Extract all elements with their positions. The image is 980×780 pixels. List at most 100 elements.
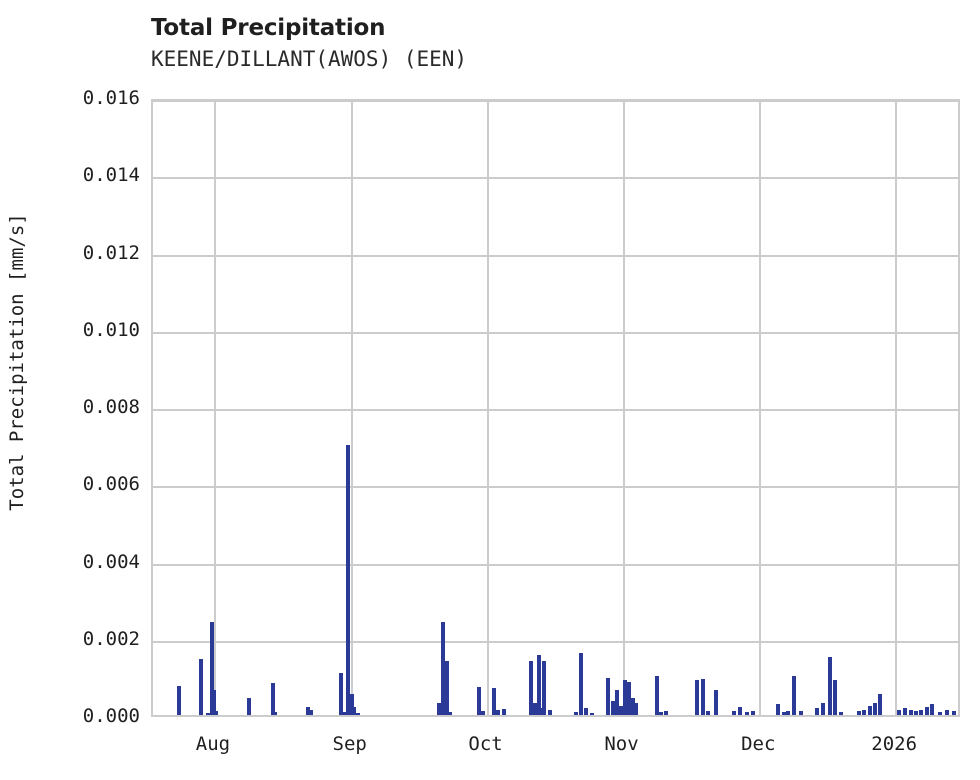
bar [827, 657, 832, 715]
bar [547, 710, 552, 715]
bar [436, 703, 441, 715]
bar [579, 653, 584, 715]
bar [786, 711, 791, 715]
bar [496, 710, 501, 715]
bar [441, 622, 445, 715]
gridline-horizontal [153, 563, 958, 566]
bar [732, 711, 737, 715]
bar [798, 711, 803, 715]
bar [618, 705, 623, 715]
x-tick-label: Dec [741, 733, 776, 755]
bar [539, 708, 544, 715]
x-tick-label: Oct [468, 733, 503, 755]
bar [346, 444, 351, 715]
bar [908, 710, 913, 715]
bar [877, 693, 882, 715]
gridline-vertical [759, 101, 762, 715]
bar [271, 682, 276, 715]
chart-subtitle: KEENE/DILLANT(AWOS) (EEN) [151, 47, 468, 71]
x-tick-label: 2026 [871, 733, 918, 755]
bar [481, 711, 486, 715]
gridline-vertical [486, 101, 489, 715]
bar [352, 706, 356, 715]
bar [914, 711, 919, 715]
bar [833, 680, 838, 715]
bar [945, 710, 949, 715]
y-tick-label: 0.000 [82, 705, 140, 727]
bar [745, 711, 750, 715]
bar [792, 676, 797, 715]
gridline-vertical [895, 101, 898, 715]
plot-area [151, 99, 960, 717]
bar [659, 711, 664, 715]
bar [272, 712, 277, 715]
bar [839, 711, 844, 715]
bar [177, 685, 182, 715]
bar [623, 680, 628, 715]
gridline-vertical [213, 101, 216, 715]
bar [706, 711, 711, 715]
bar [627, 681, 632, 715]
y-tick-label: 0.010 [82, 318, 140, 341]
bar [821, 703, 826, 715]
bar [542, 660, 547, 715]
bar [584, 708, 589, 715]
bar [614, 689, 619, 715]
bar [610, 701, 615, 715]
gridline-horizontal [153, 177, 958, 180]
bar [631, 697, 636, 715]
bar [664, 711, 669, 715]
bar [589, 713, 594, 715]
bar [634, 703, 639, 715]
gridline-horizontal [153, 409, 958, 411]
y-tick-label: 0.014 [82, 164, 140, 187]
x-tick-label: Sep [332, 733, 367, 755]
gridline-horizontal [153, 101, 958, 102]
bar [654, 676, 659, 715]
y-tick-label: 0.016 [82, 87, 140, 109]
x-tick-label: Nov [604, 733, 639, 755]
bar [919, 709, 924, 715]
gridline-horizontal [153, 254, 958, 257]
bar [868, 705, 873, 715]
bar [814, 708, 819, 715]
bar [309, 709, 314, 715]
bar [342, 711, 347, 715]
bar [246, 698, 251, 715]
bar [695, 680, 700, 715]
bar [501, 709, 506, 715]
bar [214, 711, 219, 715]
y-tick-label: 0.008 [82, 396, 140, 418]
bar [862, 710, 867, 715]
gridline-vertical [350, 101, 353, 715]
gridline-horizontal [153, 640, 958, 643]
bar [873, 703, 877, 715]
y-tick-label: 0.004 [82, 550, 140, 573]
bar [606, 677, 611, 715]
gridline-horizontal [153, 486, 958, 489]
bar [206, 712, 211, 715]
bar [491, 687, 496, 715]
bar [529, 660, 534, 715]
y-tick-label: 0.006 [82, 473, 140, 496]
bar [199, 659, 204, 715]
bar [700, 679, 705, 715]
bar [775, 704, 780, 715]
bar [952, 711, 957, 715]
gridline-vertical [622, 101, 625, 715]
bar [448, 711, 453, 715]
bar [856, 711, 861, 715]
bar [533, 703, 538, 715]
page-title: Total Precipitation [151, 15, 386, 41]
bar [713, 689, 718, 715]
y-tick-label-group: 0.000 0.002 0.004 0.006 0.008 0.010 0.012 0.014… [12, 0, 140, 780]
bar [339, 672, 344, 715]
bar [537, 655, 542, 715]
title-block: Total Precipitation KEENE/DILLANT(AWOS) … [151, 14, 851, 73]
bar [897, 709, 902, 715]
bar [924, 707, 929, 715]
y-tick-label: 0.002 [82, 627, 140, 650]
bar [737, 706, 742, 715]
x-tick-label: Aug [195, 733, 231, 755]
